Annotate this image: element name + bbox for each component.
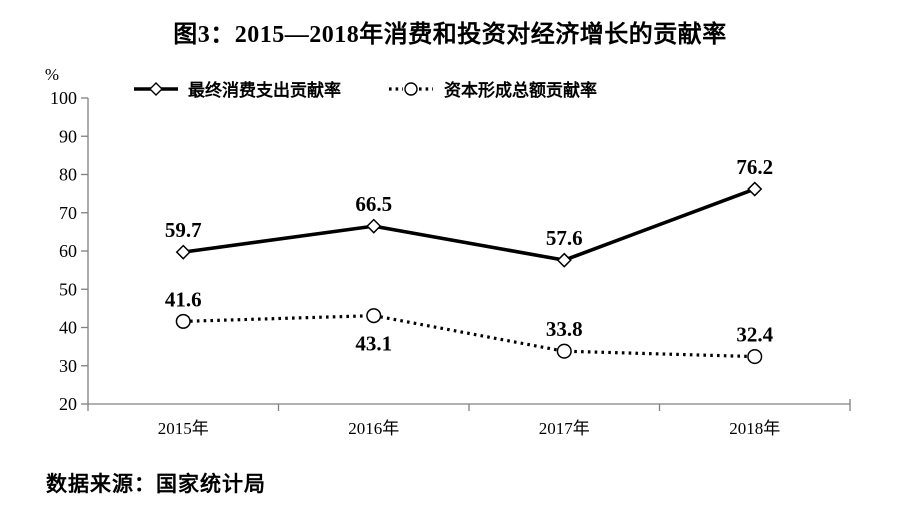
x-axis-category-label: 2017年 <box>539 419 590 438</box>
circle-marker <box>175 313 191 329</box>
solid-line-diamond-marker-icon <box>134 81 178 96</box>
x-axis-category-label: 2018年 <box>729 419 780 438</box>
legend-item-consumption: 最终消费支出贡献率 <box>133 76 341 101</box>
data-point-label: 66.5 <box>355 192 392 216</box>
series-line-consumption <box>183 187 756 263</box>
circle-marker <box>747 349 763 365</box>
y-axis-tick-label: 20 <box>59 394 77 414</box>
circle-marker <box>556 343 572 359</box>
y-axis-unit-label: % <box>45 65 59 84</box>
circle-marker <box>366 308 382 324</box>
y-axis-tick-label: 80 <box>59 165 77 185</box>
x-axis-category-label: 2016年 <box>348 419 399 438</box>
y-axis-tick-label: 40 <box>59 318 77 338</box>
data-point-label: 76.2 <box>736 155 773 179</box>
y-axis-tick-label: 90 <box>59 126 77 146</box>
y-axis-tick-label: 70 <box>59 203 77 223</box>
diamond-marker <box>366 218 382 234</box>
data-point-label: 32.4 <box>736 323 773 347</box>
y-axis-tick-label: 100 <box>50 88 77 108</box>
data-point-label: 57.6 <box>546 226 583 250</box>
data-point-label: 43.1 <box>355 332 392 356</box>
legend-label-consumption: 最终消费支出贡献率 <box>188 81 341 100</box>
chart-title: 图3：2015—2018年消费和投资对经济增长的贡献率 <box>173 22 727 48</box>
chart-legend: 最终消费支出贡献率 资本形成总额贡献率 <box>133 76 597 101</box>
diamond-marker <box>747 181 763 197</box>
x-axis-category-label: 2015年 <box>158 419 209 438</box>
diamond-marker <box>556 252 572 268</box>
data-point-label: 33.8 <box>546 317 583 341</box>
legend-label-capital: 资本形成总额贡献率 <box>444 81 597 100</box>
y-axis-tick-label: 30 <box>59 356 77 376</box>
dotted-line-circle-marker-icon <box>389 81 433 96</box>
y-axis-tick-label: 60 <box>59 241 77 261</box>
diamond-marker <box>175 244 191 260</box>
series-line-capital <box>183 314 755 359</box>
legend-item-capital: 资本形成总额贡献率 <box>387 76 597 101</box>
data-point-label: 59.7 <box>165 218 202 242</box>
data-source-note: 数据来源：国家统计局 <box>46 473 266 496</box>
data-point-label: 41.6 <box>165 287 202 311</box>
y-axis-tick-label: 50 <box>59 279 77 299</box>
